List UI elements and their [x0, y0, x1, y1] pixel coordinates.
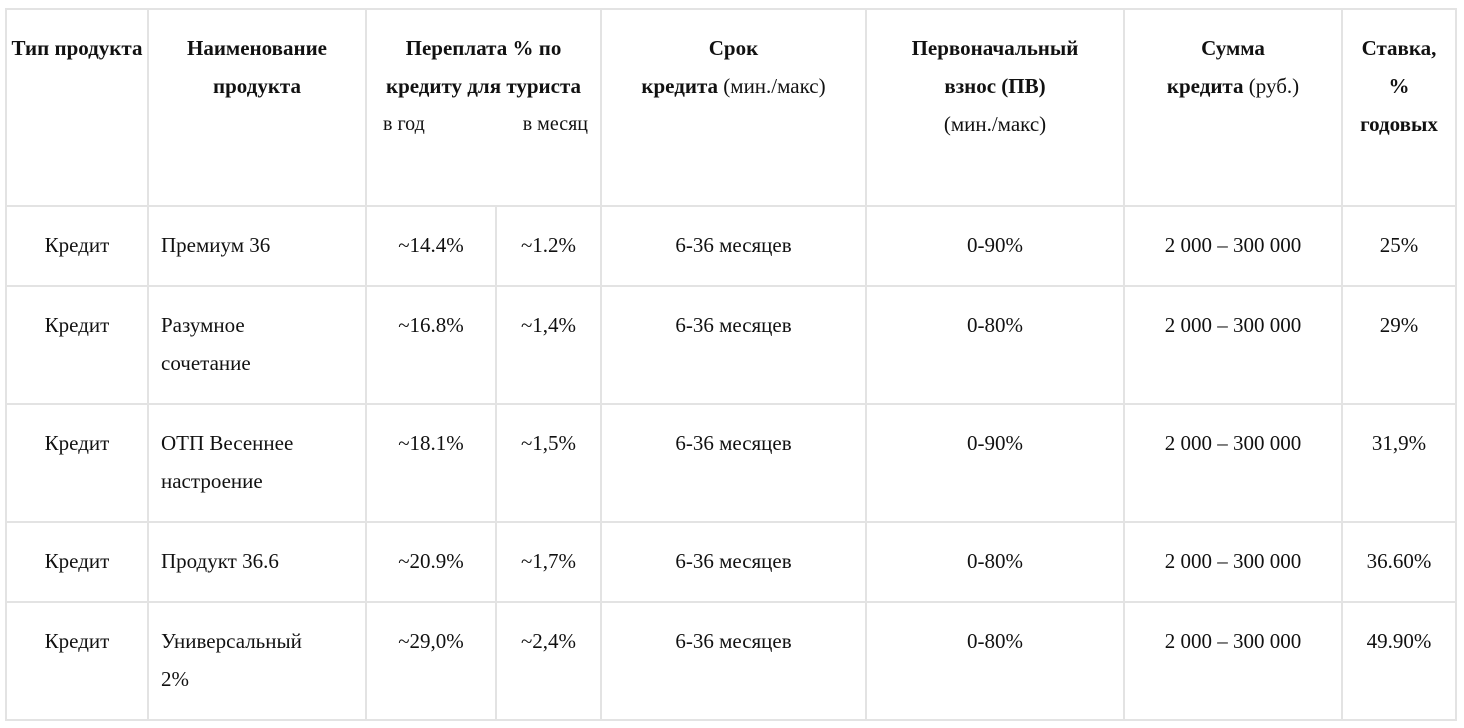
header-term-title2: кредита	[641, 74, 719, 98]
header-sum-title: Сумма	[1201, 36, 1265, 60]
header-term-title: Срок	[708, 36, 759, 60]
header-name-text: Наименование продукта	[187, 36, 327, 98]
cell-overpay-year: ~14.4%	[365, 205, 497, 287]
cell-name: Универсальный 2%	[147, 601, 367, 721]
cell-name-text: Универсальный 2%	[161, 629, 302, 691]
cell-rate: 36.60%	[1341, 521, 1457, 603]
table-row: Кредит Универсальный 2% ~29,0% ~2,4% 6-3…	[5, 601, 1457, 721]
loan-products-table: Тип продукта Наименование продукта Переп…	[5, 8, 1457, 721]
header-type: Тип продукта	[5, 8, 149, 207]
table-header-row: Тип продукта Наименование продукта Переп…	[5, 8, 1457, 207]
table-row: Кредит Разумное сочетание ~16.8% ~1,4% 6…	[5, 285, 1457, 405]
table-row: Кредит Продукт 36.6 ~20.9% ~1,7% 6-36 ме…	[5, 521, 1457, 603]
header-down-title: Первоначальный взнос (ПВ)	[911, 36, 1079, 98]
cell-down-payment: 0-90%	[865, 403, 1125, 523]
cell-sum: 2 000 – 300 000	[1123, 601, 1343, 721]
cell-name-text: Разумное сочетание	[161, 313, 251, 375]
header-rate: Ставка, % годовых	[1341, 8, 1457, 207]
header-overpay-year: в год	[383, 113, 425, 135]
cell-sum: 2 000 – 300 000	[1123, 521, 1343, 603]
cell-name: Разумное сочетание	[147, 285, 367, 405]
cell-term: 6-36 месяцев	[600, 601, 867, 721]
cell-rate: 25%	[1341, 205, 1457, 287]
cell-overpay-month: ~2,4%	[495, 601, 602, 721]
header-type-text: Тип продукта	[11, 36, 143, 60]
cell-down-payment: 0-90%	[865, 205, 1125, 287]
cell-type: Кредит	[5, 521, 149, 603]
table-row: Кредит Премиум 36 ~14.4% ~1.2% 6-36 меся…	[5, 205, 1457, 287]
cell-term: 6-36 месяцев	[600, 205, 867, 287]
cell-rate: 49.90%	[1341, 601, 1457, 721]
header-sum: Сумма кредита (руб.)	[1123, 8, 1343, 207]
header-overpay-subcolumns: в год в месяц	[367, 105, 600, 143]
cell-type: Кредит	[5, 205, 149, 287]
cell-overpay-month: ~1,4%	[495, 285, 602, 405]
cell-term: 6-36 месяцев	[600, 403, 867, 523]
cell-sum: 2 000 – 300 000	[1123, 205, 1343, 287]
cell-down-payment: 0-80%	[865, 285, 1125, 405]
cell-sum: 2 000 – 300 000	[1123, 285, 1343, 405]
cell-sum: 2 000 – 300 000	[1123, 403, 1343, 523]
header-overpay: Переплата % по кредиту для туриста в год…	[365, 8, 602, 207]
header-name: Наименование продукта	[147, 8, 367, 207]
cell-overpay-year: ~16.8%	[365, 285, 497, 405]
header-down-payment: Первоначальный взнос (ПВ) (мин./макс)	[865, 8, 1125, 207]
header-overpay-text: Переплата % по кредиту для туриста	[385, 36, 582, 98]
cell-name-text: ОТП Весеннее настроение	[161, 431, 294, 493]
cell-term: 6-36 месяцев	[600, 521, 867, 603]
cell-overpay-month: ~1,7%	[495, 521, 602, 603]
cell-down-payment: 0-80%	[865, 521, 1125, 603]
cell-overpay-year: ~18.1%	[365, 403, 497, 523]
cell-name: Продукт 36.6	[147, 521, 367, 603]
cell-rate: 31,9%	[1341, 403, 1457, 523]
cell-overpay-year: ~29,0%	[365, 601, 497, 721]
cell-name: Премиум 36	[147, 205, 367, 287]
header-term-unit: (мин./макс)	[723, 74, 826, 98]
cell-type: Кредит	[5, 601, 149, 721]
header-sum-title2: кредита	[1166, 74, 1244, 98]
cell-name-text: Продукт 36.6	[161, 549, 279, 573]
cell-overpay-month: ~1,5%	[495, 403, 602, 523]
header-down-unit: (мин./макс)	[943, 112, 1047, 136]
cell-term: 6-36 месяцев	[600, 285, 867, 405]
header-sum-unit: (руб.)	[1248, 74, 1300, 98]
header-term: Срок кредита (мин./макс)	[600, 8, 867, 207]
cell-name-text: Премиум 36	[161, 233, 271, 257]
cell-type: Кредит	[5, 285, 149, 405]
cell-overpay-month: ~1.2%	[495, 205, 602, 287]
cell-overpay-year: ~20.9%	[365, 521, 497, 603]
cell-down-payment: 0-80%	[865, 601, 1125, 721]
cell-type: Кредит	[5, 403, 149, 523]
table-row: Кредит ОТП Весеннее настроение ~18.1% ~1…	[5, 403, 1457, 523]
header-overpay-month: в месяц	[522, 113, 588, 135]
cell-name: ОТП Весеннее настроение	[147, 403, 367, 523]
cell-rate: 29%	[1341, 285, 1457, 405]
header-rate-text: Ставка, % годовых	[1360, 36, 1438, 136]
